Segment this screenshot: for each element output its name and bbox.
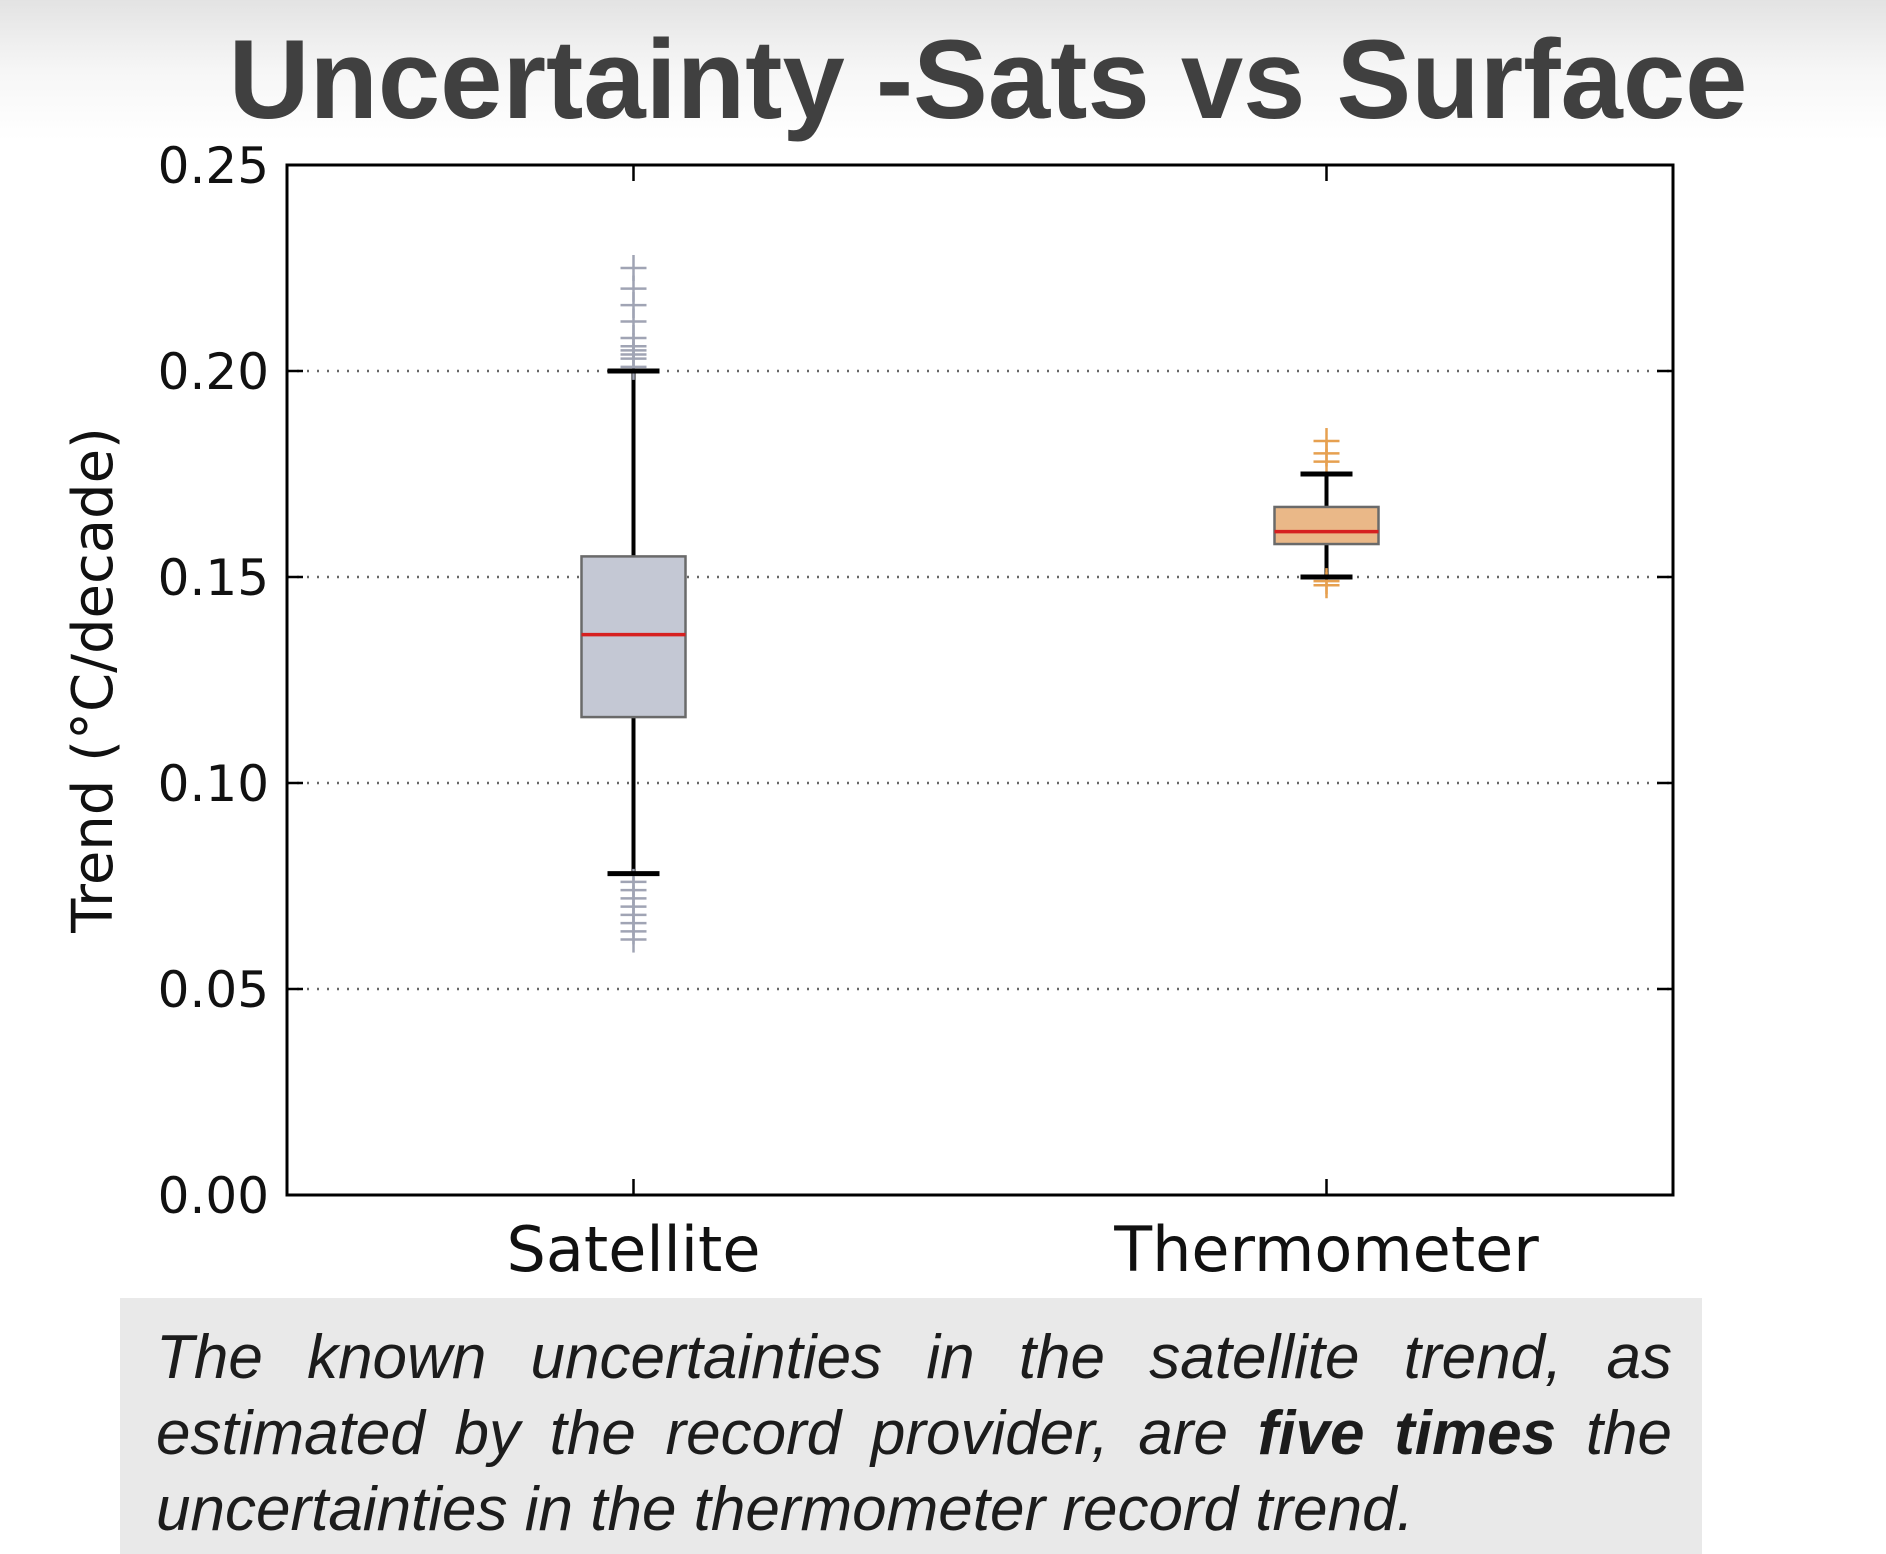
y-tick-label: 0.10: [158, 755, 269, 813]
caption-box: The known uncertainties in the satellite…: [120, 1298, 1702, 1554]
x-tick-label: Satellite: [507, 1213, 761, 1286]
boxes: [580, 255, 1380, 953]
y-axis-label: Trend (°C/decade): [61, 427, 126, 934]
grid-lines: [287, 369, 1673, 991]
caption-text: The known uncertainties in the satellite…: [156, 1323, 1672, 1468]
y-tick-label: 0.20: [158, 343, 269, 401]
box-satellite: [580, 255, 687, 953]
boxplot-chart: Trend (°C/decade) 0.000.050.100.150.200.…: [61, 137, 1675, 1286]
page-title: Uncertainty -Sats vs Surface: [228, 16, 1748, 142]
y-tick-label: 0.00: [158, 1167, 269, 1225]
caption-emphasis: five times: [1257, 1399, 1557, 1468]
plot-frame: [285, 163, 1675, 1197]
y-tick-label: 0.25: [158, 137, 269, 195]
y-tick-label: 0.15: [158, 549, 269, 607]
caption-text-end: the uncertainties in the thermometer rec…: [156, 1399, 1673, 1544]
box-rect: [580, 555, 687, 719]
x-tick-label: Thermometer: [1113, 1213, 1539, 1286]
box-rect: [1273, 505, 1380, 546]
x-axis-ticks: Satellite Thermometer: [507, 165, 1539, 1286]
box-thermometer: [1273, 428, 1380, 599]
y-axis-ticks: 0.00 0.05 0.10 0.15 0.20 0.25: [158, 137, 1673, 1225]
y-tick-label: 0.05: [158, 961, 269, 1019]
